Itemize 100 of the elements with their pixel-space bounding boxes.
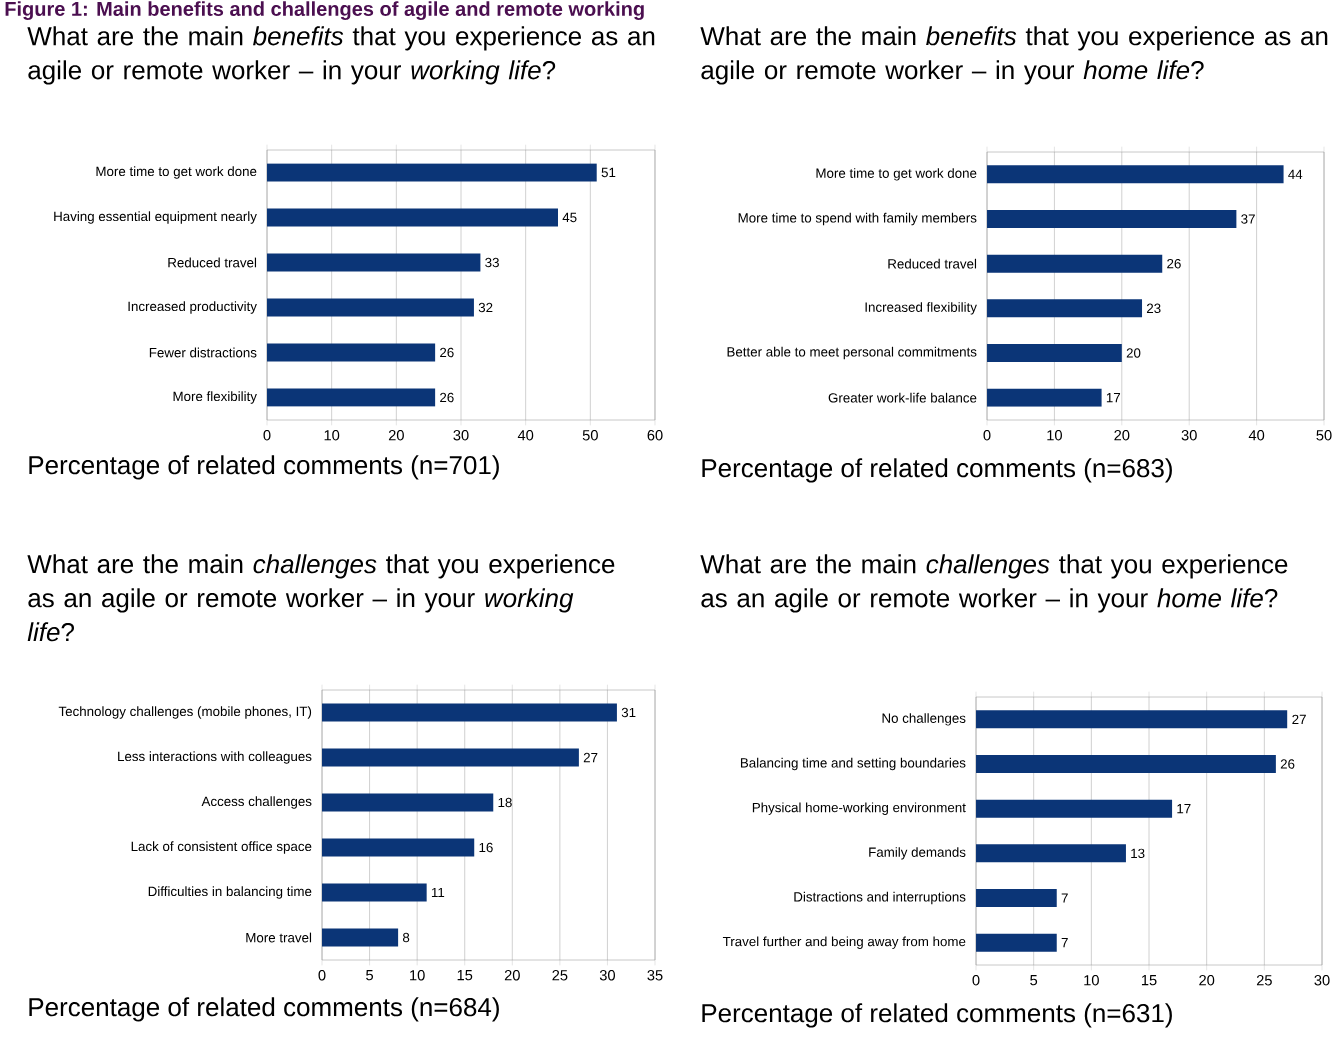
data-label: 7	[1061, 893, 1068, 903]
y-tick-label: More time to get work done	[96, 166, 257, 179]
data-label: 17	[1177, 804, 1191, 814]
x-tick-label: 5	[1030, 975, 1038, 986]
data-label: 23	[1146, 303, 1161, 314]
x-axis-title: Percentage of related comments (n=701)	[29, 455, 499, 480]
x-tick-label: 25	[552, 970, 568, 981]
bar	[987, 210, 1237, 229]
y-tick-label: More time to spend with family members	[738, 212, 977, 226]
data-label: 37	[1241, 214, 1255, 224]
y-tick-label: Difficulties in balancing time	[148, 886, 312, 899]
data-label: 27	[1292, 714, 1306, 724]
x-axis-title: Percentage of related comments (n=684)	[29, 997, 499, 1022]
x-tick-label: 10	[324, 430, 340, 441]
data-label: 45	[562, 212, 577, 223]
y-tick-label: Balancing time and setting boundaries	[740, 757, 966, 771]
bar	[267, 208, 558, 227]
x-tick-label: 40	[517, 430, 534, 441]
y-tick-label: Reduced travel	[168, 257, 257, 268]
x-tick-label: 60	[647, 430, 663, 441]
data-label: 33	[485, 257, 499, 268]
data-label: 26	[440, 392, 454, 403]
x-tick-label: 20	[388, 430, 404, 441]
y-tick-label: Having essential equipment nearly	[54, 211, 257, 224]
x-tick-label: 15	[457, 970, 473, 981]
text: Figure 1: Main benefits and challenges of agile and remote working	[5, 1, 644, 21]
chart-title: What are the main benefits that you experience as an agile or remote worker – in your working life?	[27, 26, 655, 85]
bar	[267, 388, 436, 407]
y-tick-label: Increased flexibility	[865, 302, 977, 315]
x-tick-label: 10	[1084, 975, 1099, 986]
bar	[976, 844, 1126, 863]
data-label: 16	[479, 842, 493, 853]
chart-title: What are the main benefits that you experience as an agile or remote worker – in your home life?	[700, 26, 1328, 85]
x-tick-label: 30	[453, 430, 469, 441]
bar	[267, 163, 597, 182]
x-tick-label: 0	[263, 430, 271, 441]
bar	[976, 933, 1057, 952]
y-tick-label: Lack of consistent office space	[131, 841, 312, 854]
x-tick-label: 20	[1199, 975, 1215, 986]
x-tick-label: 30	[599, 970, 615, 981]
data-label: 26	[1167, 258, 1181, 269]
bar	[976, 710, 1288, 729]
x-axis-title: Percentage of related comments (n=631)	[702, 1003, 1172, 1028]
x-tick-label: 50	[582, 430, 598, 441]
y-tick-label: Greater work-life balance	[828, 392, 977, 403]
bar	[267, 253, 481, 272]
x-tick-label: 0	[318, 970, 326, 981]
bar	[987, 388, 1102, 407]
bar	[976, 755, 1276, 774]
y-tick-label: Access challenges	[201, 796, 312, 809]
bar	[322, 883, 427, 902]
y-tick-label: Family demands	[869, 847, 966, 860]
x-tick-label: 10	[1047, 430, 1062, 441]
bar	[976, 889, 1057, 908]
bar	[322, 928, 399, 947]
y-tick-label: More flexibility	[173, 391, 257, 404]
bar	[322, 793, 494, 812]
y-tick-label: Travel further and being away from home	[722, 936, 966, 949]
x-axis-title: Percentage of related comments (n=683)	[702, 458, 1172, 483]
y-tick-label: Physical home-working environment	[752, 802, 966, 815]
data-label: 13	[1131, 848, 1145, 859]
bar	[267, 298, 474, 317]
data-label: 44	[1288, 169, 1303, 179]
bar	[267, 343, 436, 362]
x-tick-label: 10	[410, 970, 425, 981]
bar	[987, 344, 1122, 363]
bar	[987, 299, 1143, 318]
chart-title: What are the main challenges that you experience as an agile or remote worker – in your working life?	[27, 554, 615, 642]
y-tick-label: More travel	[246, 932, 312, 943]
x-tick-label: 30	[1314, 975, 1330, 986]
x-tick-label: 0	[983, 430, 991, 441]
bar	[987, 254, 1163, 273]
x-tick-label: 15	[1141, 975, 1157, 986]
data-label: 17	[1106, 393, 1121, 403]
y-tick-label: Increased productivity	[128, 301, 257, 314]
bar	[987, 165, 1284, 184]
x-tick-label: 20	[504, 970, 520, 981]
x-tick-label: 35	[647, 970, 663, 981]
bar	[322, 748, 579, 767]
x-tick-label: 20	[1114, 430, 1130, 441]
data-label: 26	[1280, 759, 1295, 769]
bar	[322, 838, 475, 857]
x-tick-label: 0	[972, 975, 980, 986]
y-tick-label: Fewer distractions	[149, 347, 257, 358]
bar	[976, 799, 1173, 818]
data-label: 11	[431, 887, 445, 898]
x-tick-label: 5	[366, 970, 374, 981]
x-tick-label: 40	[1248, 430, 1265, 441]
y-tick-label: No challenges	[882, 713, 966, 726]
x-tick-label: 50	[1316, 430, 1332, 441]
y-tick-label: Technology challenges (mobile phones, IT)	[58, 706, 312, 719]
data-label: 31	[621, 707, 636, 718]
data-label: 26	[440, 347, 454, 358]
data-label: 51	[601, 167, 616, 178]
data-label: 27	[583, 752, 598, 763]
chart-title: What are the main challenges that you experience as an agile or remote worker – in your home life?	[700, 554, 1288, 613]
y-tick-label: Distractions and interruptions	[794, 891, 966, 905]
data-label: 8	[402, 932, 410, 943]
y-tick-label: Less interactions with colleagues	[118, 751, 312, 764]
data-label: 7	[1061, 938, 1068, 948]
